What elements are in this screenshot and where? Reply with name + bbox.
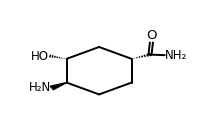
Text: NH₂: NH₂ [165, 49, 188, 62]
Text: O: O [146, 29, 157, 42]
Polygon shape [50, 83, 67, 90]
Text: HO: HO [31, 50, 49, 63]
Text: H₂N: H₂N [29, 81, 51, 94]
